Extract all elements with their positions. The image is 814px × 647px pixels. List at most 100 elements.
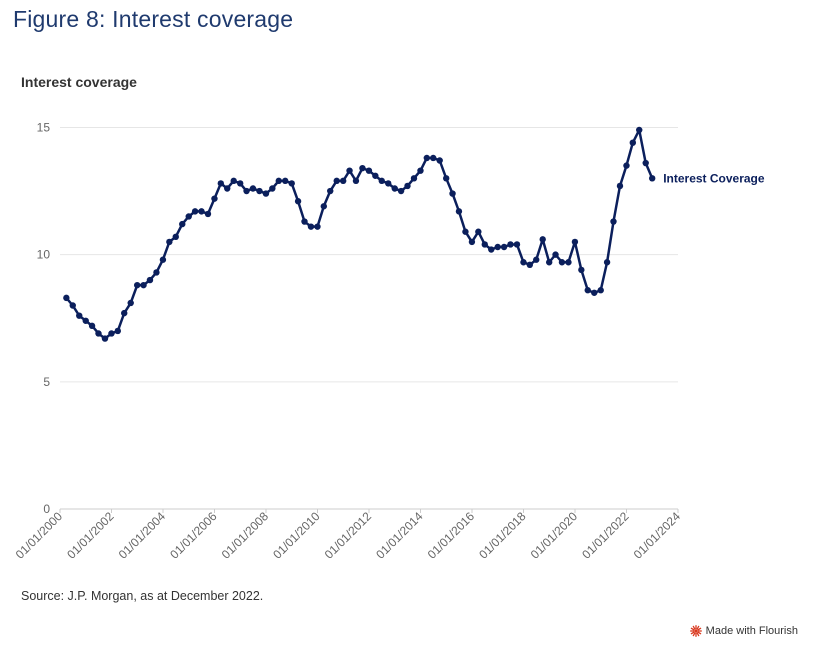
series-line bbox=[65, 128, 654, 340]
data-point[interactable] bbox=[230, 177, 237, 185]
data-point[interactable] bbox=[365, 167, 373, 174]
data-point[interactable] bbox=[76, 312, 83, 319]
data-point[interactable] bbox=[172, 233, 179, 241]
data-point[interactable] bbox=[423, 154, 431, 162]
data-point[interactable] bbox=[217, 180, 225, 187]
data-point[interactable] bbox=[127, 299, 134, 307]
data-point[interactable] bbox=[648, 175, 656, 182]
data-point[interactable] bbox=[488, 246, 495, 253]
x-tick-label: 01/01/2002 bbox=[64, 509, 117, 562]
data-point[interactable] bbox=[185, 213, 192, 220]
data-point[interactable] bbox=[114, 327, 122, 335]
data-point[interactable] bbox=[236, 180, 244, 187]
data-point[interactable] bbox=[95, 330, 102, 337]
data-point[interactable] bbox=[539, 236, 546, 243]
data-point[interactable] bbox=[552, 251, 559, 258]
series-group bbox=[63, 126, 656, 342]
data-point[interactable] bbox=[63, 294, 70, 302]
data-point[interactable] bbox=[481, 241, 488, 248]
x-tick-label: 01/01/2018 bbox=[476, 509, 529, 562]
data-point[interactable] bbox=[275, 177, 282, 185]
data-point[interactable] bbox=[578, 266, 585, 274]
data-point[interactable] bbox=[224, 185, 231, 192]
data-point[interactable] bbox=[636, 126, 643, 134]
data-point[interactable] bbox=[88, 322, 96, 330]
data-point[interactable] bbox=[565, 259, 572, 266]
data-point[interactable] bbox=[533, 256, 540, 263]
data-point[interactable] bbox=[133, 281, 141, 289]
data-point[interactable] bbox=[616, 182, 624, 190]
data-point[interactable] bbox=[69, 302, 76, 309]
data-point[interactable] bbox=[327, 187, 334, 195]
data-point[interactable] bbox=[101, 335, 109, 342]
data-point[interactable] bbox=[301, 218, 308, 225]
data-point[interactable] bbox=[571, 238, 579, 246]
data-point[interactable] bbox=[520, 259, 527, 266]
y-tick-label: 5 bbox=[43, 375, 50, 389]
data-point[interactable] bbox=[249, 185, 257, 192]
data-point[interactable] bbox=[146, 276, 154, 284]
data-point[interactable] bbox=[526, 261, 534, 268]
data-point[interactable] bbox=[314, 223, 321, 230]
data-point[interactable] bbox=[462, 228, 469, 235]
data-point[interactable] bbox=[545, 259, 553, 266]
data-point[interactable] bbox=[121, 309, 128, 317]
data-point[interactable] bbox=[294, 198, 302, 205]
data-point[interactable] bbox=[449, 190, 456, 197]
data-point[interactable] bbox=[642, 159, 649, 167]
data-point[interactable] bbox=[204, 210, 212, 218]
data-point[interactable] bbox=[372, 172, 379, 179]
data-point[interactable] bbox=[108, 330, 115, 337]
data-point[interactable] bbox=[468, 238, 476, 246]
data-point[interactable] bbox=[603, 259, 611, 266]
data-point[interactable] bbox=[378, 177, 385, 185]
flourish-credit[interactable]: Made with Flourish bbox=[689, 625, 798, 637]
data-point[interactable] bbox=[397, 187, 405, 195]
data-point[interactable] bbox=[558, 259, 566, 266]
data-point[interactable] bbox=[500, 243, 508, 251]
source-note: Source: J.P. Morgan, as at December 2022… bbox=[21, 589, 264, 603]
data-point[interactable] bbox=[359, 164, 366, 172]
data-point[interactable] bbox=[513, 241, 521, 248]
data-point[interactable] bbox=[597, 287, 604, 294]
data-point[interactable] bbox=[256, 187, 263, 195]
data-point[interactable] bbox=[243, 187, 250, 195]
data-point[interactable] bbox=[179, 220, 186, 228]
data-point[interactable] bbox=[191, 208, 199, 215]
data-point[interactable] bbox=[352, 177, 360, 185]
data-point[interactable] bbox=[430, 154, 437, 162]
data-point[interactable] bbox=[475, 228, 482, 235]
data-point[interactable] bbox=[346, 167, 353, 174]
data-point[interactable] bbox=[385, 180, 392, 187]
data-point[interactable] bbox=[610, 218, 617, 225]
data-point[interactable] bbox=[623, 162, 630, 169]
data-point[interactable] bbox=[417, 167, 424, 174]
data-point[interactable] bbox=[320, 203, 328, 210]
data-point[interactable] bbox=[629, 139, 637, 146]
data-point[interactable] bbox=[339, 177, 347, 185]
data-point[interactable] bbox=[282, 177, 289, 185]
data-point[interactable] bbox=[436, 157, 443, 164]
data-point[interactable] bbox=[591, 289, 598, 296]
data-point[interactable] bbox=[269, 185, 276, 192]
data-point[interactable] bbox=[159, 256, 167, 263]
data-point[interactable] bbox=[82, 317, 89, 324]
data-point[interactable] bbox=[442, 175, 450, 182]
data-point[interactable] bbox=[288, 180, 295, 187]
data-point[interactable] bbox=[507, 241, 514, 248]
data-point[interactable] bbox=[307, 223, 315, 230]
data-point[interactable] bbox=[410, 175, 418, 182]
data-point[interactable] bbox=[333, 177, 340, 185]
data-point[interactable] bbox=[404, 182, 411, 190]
data-point[interactable] bbox=[198, 208, 205, 215]
data-point[interactable] bbox=[140, 281, 147, 289]
data-point[interactable] bbox=[166, 238, 173, 246]
data-point[interactable] bbox=[494, 243, 501, 251]
data-point[interactable] bbox=[262, 190, 270, 197]
data-point[interactable] bbox=[153, 269, 160, 276]
data-point[interactable] bbox=[391, 185, 398, 192]
data-point[interactable] bbox=[584, 287, 591, 294]
data-point[interactable] bbox=[455, 208, 463, 215]
data-point[interactable] bbox=[211, 195, 218, 202]
